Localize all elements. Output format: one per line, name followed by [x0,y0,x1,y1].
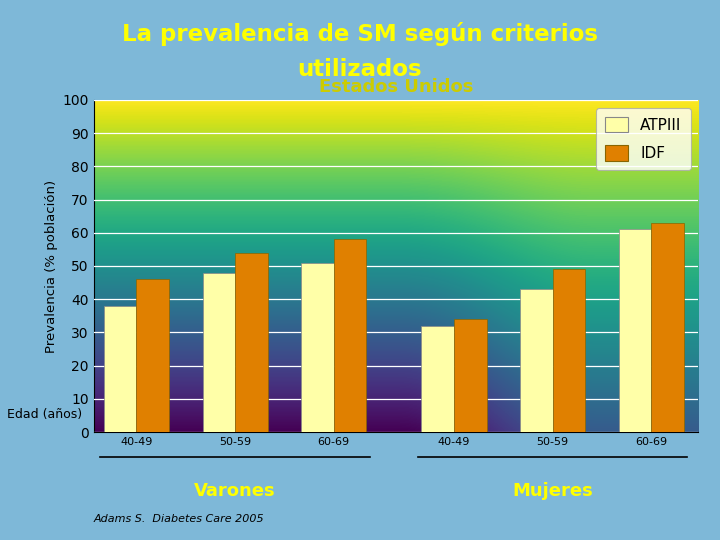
Text: Edad (años): Edad (años) [7,408,82,421]
Bar [421,326,454,432]
Bar [202,273,235,432]
Bar [104,306,137,432]
Bar [651,223,684,432]
Text: Varones: Varones [194,482,276,500]
Text: La prevalencia de SM según criterios: La prevalencia de SM según criterios [122,22,598,46]
Text: Mujeres: Mujeres [512,482,593,500]
Bar [552,269,585,432]
Bar [137,279,169,432]
Bar [454,319,487,432]
Bar [235,253,268,432]
Bar [618,230,651,432]
Text: Estados Unidos: Estados Unidos [319,78,473,96]
Bar [520,289,552,432]
Text: utilizados: utilizados [297,58,423,80]
Text: Adams S.  Diabetes Care 2005: Adams S. Diabetes Care 2005 [94,514,264,524]
Bar [301,262,334,432]
Bar [334,239,366,432]
Y-axis label: Prevalencia (% población): Prevalencia (% población) [45,179,58,353]
Legend: ATPIII, IDF: ATPIII, IDF [596,107,690,170]
